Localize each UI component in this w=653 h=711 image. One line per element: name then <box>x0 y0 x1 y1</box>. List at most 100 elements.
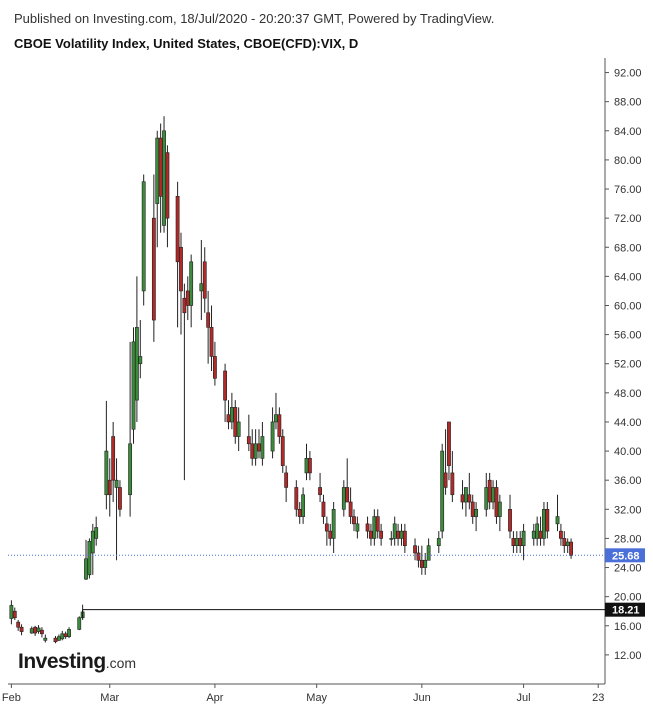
candle-body <box>538 530 543 539</box>
candle-body <box>104 450 109 496</box>
overlays-layer <box>8 554 605 618</box>
candles-layer <box>9 116 573 644</box>
investing-logo: Investing.com <box>18 650 136 674</box>
candle-body <box>33 626 38 634</box>
candle-body <box>423 559 428 568</box>
y-tick-label: 48.00 <box>614 388 642 400</box>
candle-body <box>151 217 156 321</box>
candle-body <box>182 297 187 314</box>
candle-body <box>562 538 567 546</box>
candle-body <box>206 312 211 328</box>
marker-price-tag: 18.21 <box>612 605 640 617</box>
y-tick-label: 64.00 <box>614 271 642 283</box>
candle-body <box>341 487 346 510</box>
candle-body <box>260 436 265 459</box>
candle-body <box>213 356 217 379</box>
candle-body <box>447 421 451 466</box>
candle-body <box>134 327 139 401</box>
candle-body <box>545 509 550 532</box>
y-tick-label: 60.00 <box>614 300 642 312</box>
candle-body <box>436 538 441 546</box>
candle-body <box>118 487 122 510</box>
candle-body <box>257 443 261 452</box>
candle-body <box>111 436 116 481</box>
candle-body <box>179 246 183 292</box>
candle-body <box>450 472 455 496</box>
candle-body <box>559 530 563 539</box>
y-tick-label: 36.00 <box>614 475 642 487</box>
candle-body <box>389 538 394 540</box>
x-tick-label: Jun <box>413 692 431 704</box>
candle-body <box>372 516 377 539</box>
y-tick-label: 12.00 <box>614 650 642 662</box>
y-axis: 92.00 88.00 84.00 80.00 76.00 72.00 68.00 64.00… <box>605 68 645 662</box>
candle-body <box>280 436 285 466</box>
logo-domain: .com <box>105 655 137 671</box>
candle-body <box>565 541 570 546</box>
candle-body <box>29 628 34 634</box>
x-tick-label: Feb <box>2 692 21 704</box>
candle-body <box>375 516 380 532</box>
candle-body <box>223 370 227 401</box>
candle-body <box>467 494 472 503</box>
candle-body <box>413 545 417 554</box>
candle-body <box>155 137 160 204</box>
y-tick-label: 68.00 <box>614 242 642 254</box>
y-tick-label: 72.00 <box>614 213 642 225</box>
candle-body <box>328 530 333 539</box>
candle-body <box>474 509 479 517</box>
candle-body <box>158 137 163 197</box>
candle-body <box>165 152 170 219</box>
y-tick-label: 92.00 <box>614 68 642 80</box>
candle-body <box>36 627 41 632</box>
y-tick-label: 24.00 <box>614 563 642 575</box>
candle-body <box>460 494 465 503</box>
candle-body <box>185 290 190 306</box>
candle-body <box>531 530 536 539</box>
candle-body <box>84 558 88 580</box>
candle-body <box>297 509 302 517</box>
y-tick-label: 32.00 <box>614 504 642 516</box>
plot-frame <box>8 58 606 685</box>
candle-body <box>470 501 475 517</box>
candle-body <box>246 436 251 445</box>
candle-body <box>175 196 180 263</box>
candle-body <box>233 407 238 437</box>
candle-body <box>402 530 407 546</box>
y-tick-label: 28.00 <box>614 533 642 545</box>
candle-body <box>321 501 326 517</box>
candle-body <box>128 443 133 496</box>
logo-brand: Investing <box>18 650 106 673</box>
candle-body <box>511 538 516 546</box>
y-tick-label: 56.00 <box>614 330 642 342</box>
candle-body <box>318 487 322 496</box>
candle-body <box>189 261 194 306</box>
candle-body <box>535 523 540 539</box>
candle-body <box>94 527 99 539</box>
candle-body <box>294 487 299 510</box>
y-tick-label: 16.00 <box>614 621 642 633</box>
marker-price-tag-bg <box>605 602 645 617</box>
candle-body <box>277 414 282 437</box>
candle-body <box>107 479 112 496</box>
candle-body <box>274 414 278 423</box>
candle-body <box>355 523 360 532</box>
x-tick-label: 23 <box>592 692 604 704</box>
candle-body <box>12 610 17 619</box>
candle-body <box>236 421 241 437</box>
candle-body <box>555 516 560 525</box>
candle-body <box>518 538 523 546</box>
candle-body <box>345 487 350 503</box>
y-tick-label: 76.00 <box>614 184 642 196</box>
candle-body <box>43 637 48 641</box>
candle-body <box>16 621 21 628</box>
candle-body <box>9 605 14 619</box>
candle-body <box>514 538 519 546</box>
candle-body <box>114 479 119 488</box>
y-tick-label: 88.00 <box>614 97 642 109</box>
candle-body <box>521 530 526 546</box>
candle-body <box>324 523 329 532</box>
candle-body <box>416 552 421 561</box>
candle-body <box>138 356 143 365</box>
